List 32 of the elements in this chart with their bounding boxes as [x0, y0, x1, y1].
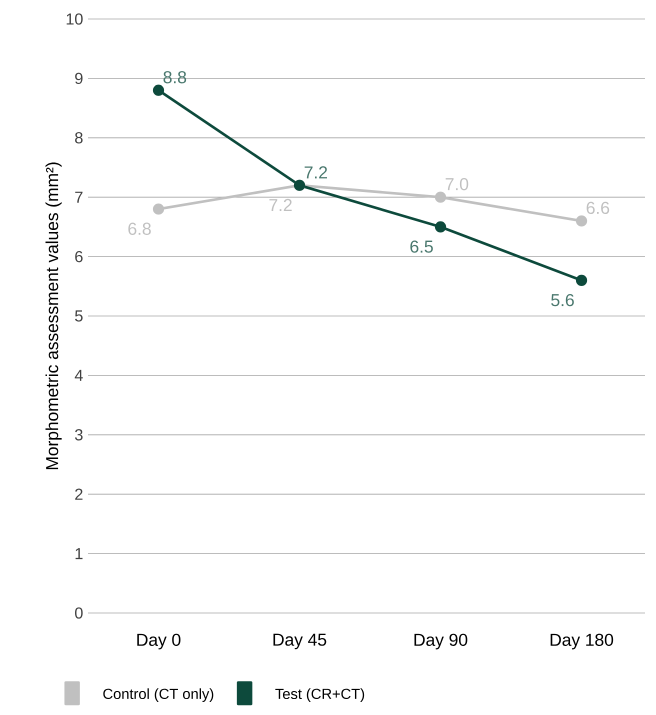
y-tick-label: 1 — [76, 548, 83, 560]
y-tick-label: 8 — [75, 132, 83, 144]
data-label: 6.6 — [586, 202, 610, 214]
data-label: 7.2 — [304, 166, 327, 178]
point — [576, 274, 588, 286]
point — [434, 221, 446, 232]
data-label: 7.0 — [446, 178, 468, 190]
point — [434, 192, 446, 203]
y-tick-label: 4 — [74, 370, 83, 381]
y-tick-label: 7 — [75, 192, 82, 203]
data-label: 6.8 — [128, 222, 151, 235]
legend-label: Test (CR+CT) — [275, 688, 364, 702]
x-tick-label: Day 0 — [137, 634, 180, 650]
y-tick-label: 10 — [66, 13, 83, 25]
point — [576, 215, 588, 227]
data-label: 8.8 — [164, 71, 186, 84]
x-tick-label: Day 90 — [414, 634, 468, 650]
data-label: 6.5 — [410, 240, 433, 253]
y-tick-label: 5 — [75, 310, 83, 322]
data-label: 5.6 — [551, 294, 574, 306]
x-tick-label: Day 180 — [550, 634, 614, 650]
legend-label: Control (CT only) — [103, 688, 214, 702]
x-tick-label: Day 45 — [273, 634, 326, 650]
y-tick-label: 9 — [75, 72, 83, 84]
point — [152, 203, 164, 215]
y-tick-label: 0 — [75, 607, 83, 619]
y-tick-label: 2 — [75, 488, 82, 500]
data-label: 7.2 — [269, 198, 292, 212]
y-tick-label: 3 — [74, 429, 83, 440]
y-axis-title: Morphometric assessment values (mm²) — [46, 162, 62, 470]
point — [152, 84, 164, 96]
y-tick-label: 6 — [75, 250, 83, 262]
